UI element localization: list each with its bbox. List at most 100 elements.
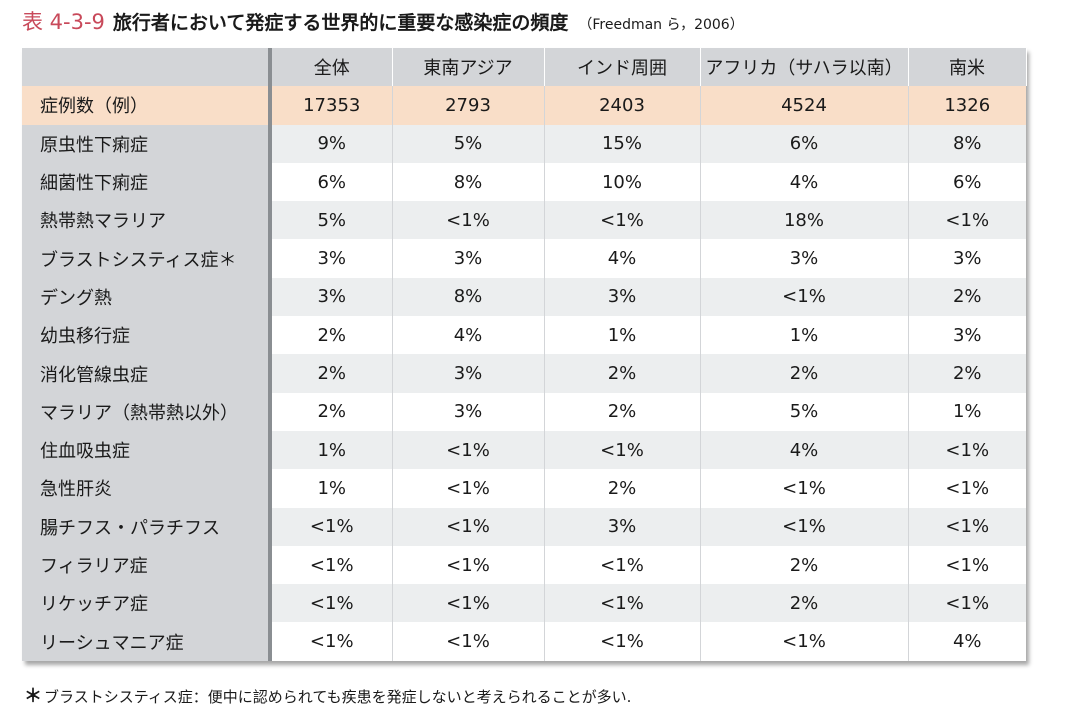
header-corner [22,48,272,87]
table-cell: 3% [908,316,1026,355]
table-cell: 6% [908,162,1026,202]
table-cell: 2% [544,469,701,508]
table-cell: 2793 [392,86,545,125]
table-cell: <1% [544,201,701,240]
row-label: リケッチア症 [22,584,272,623]
row-label: 腸チフス・パラチフス [22,507,272,546]
table-cell: <1% [392,584,545,623]
table-row: 熱帯熱マラリア 5% <1% <1% 18% <1% [22,201,1026,240]
table-cell: 10% [544,162,701,202]
table-cell: 2% [700,545,909,585]
table-row: 腸チフス・パラチフス <1% <1% 3% <1% <1% [22,507,1026,546]
table-cell: <1% [544,545,701,585]
table-cell: 3% [392,392,545,431]
table-cell: 1% [270,430,393,470]
table-cell: 8% [392,277,545,317]
table-heading: 旅行者において発症する世界的に重要な感染症の頻度 [112,12,569,34]
footnote: ＊ブラストシスティス症：便中に認められても疾患を発症しないと考えられることが多い… [24,682,631,708]
table-cell: 4524 [700,86,909,125]
table-cell: 2% [908,354,1026,393]
table-cell: 4% [392,316,545,355]
row-label: 症例数（例） [22,86,272,125]
table-cell: <1% [270,545,393,585]
footnote-mark: ＊ [24,686,42,707]
table-cell: <1% [392,201,545,240]
table-cell: <1% [544,430,701,470]
table-cell: <1% [908,584,1026,623]
table-cell: <1% [908,545,1026,585]
table-cell: <1% [908,201,1026,240]
row-label: 細菌性下痢症 [22,162,272,202]
table-cell: <1% [908,430,1026,470]
table-cell: 2% [908,277,1026,317]
table-cell: 3% [544,277,701,317]
table-row: マラリア（熱帯熱以外） 2% 3% 2% 5% 1% [22,392,1026,431]
table-cell: 2% [270,392,393,431]
table-cell: <1% [392,430,545,470]
cases-row: 症例数（例） 17353 2793 2403 4524 1326 [22,86,1026,125]
table-row: 幼虫移行症 2% 4% 1% 1% 3% [22,316,1026,355]
table-cell: 8% [392,162,545,202]
row-label: 住血吸虫症 [22,430,272,470]
table-cell: 5% [392,124,545,163]
table-cell: <1% [544,622,701,661]
table-cell: 6% [700,124,909,163]
data-table: 全体 東南アジア インド周囲 アフリカ（サハラ以南） 南米 症例数（例） 173… [22,48,1027,661]
table-cell: <1% [270,622,393,661]
column-header: 東南アジア [392,48,545,87]
table-row: 住血吸虫症 1% <1% <1% 4% <1% [22,430,1026,470]
table-cell: <1% [700,507,909,546]
table-cell: 2403 [544,86,701,125]
table-cell: 4% [700,430,909,470]
table-row: ブラストシスティス症＊ 3% 3% 4% 3% 3% [22,239,1026,278]
table-cell: 9% [270,124,393,163]
table-cell: 1% [270,469,393,508]
table-row: 原虫性下痢症 9% 5% 15% 6% 8% [22,124,1026,163]
frequency-table: 全体 東南アジア インド周囲 アフリカ（サハラ以南） 南米 症例数（例） 173… [22,48,1027,661]
table-cell: <1% [392,545,545,585]
column-header: 全体 [270,48,393,87]
table-cell: 2% [544,392,701,431]
table-cell: <1% [908,469,1026,508]
table-cell: <1% [270,507,393,546]
row-label: 急性肝炎 [22,469,272,508]
table-cell: 2% [270,316,393,355]
column-header: インド周囲 [544,48,701,87]
column-header: アフリカ（サハラ以南） [700,48,909,87]
table-row: 細菌性下痢症 6% 8% 10% 4% 6% [22,162,1026,202]
table-cell: 2% [544,354,701,393]
table-cell: 3% [908,239,1026,278]
table-cell: 4% [700,162,909,202]
table-cell: 3% [392,239,545,278]
table-cell: 3% [270,277,393,317]
table-cell: 1% [700,316,909,355]
table-cell: <1% [392,622,545,661]
table-cell: 3% [270,239,393,278]
table-cell: 1% [908,392,1026,431]
table-cell: <1% [700,622,909,661]
table-cell: <1% [392,469,545,508]
footnote-text: ブラストシスティス症：便中に認められても疾患を発症しないと考えられることが多い. [44,688,632,706]
table-title: 表 4-3-9 旅行者において発症する世界的に重要な感染症の頻度 （Freedm… [22,6,744,36]
table-row: 急性肝炎 1% <1% 2% <1% <1% [22,469,1026,508]
table-cell: 2% [700,354,909,393]
row-label: フィラリア症 [22,545,272,585]
table-row: リーシュマニア症 <1% <1% <1% <1% 4% [22,622,1026,661]
table-cell: <1% [908,507,1026,546]
table-cell: 2% [700,584,909,623]
table-cell: 15% [544,124,701,163]
table-row: フィラリア症 <1% <1% <1% 2% <1% [22,545,1026,585]
table-source: （Freedman ら，2006） [578,17,744,33]
row-label: 幼虫移行症 [22,316,272,355]
row-label: ブラストシスティス症＊ [22,239,272,278]
row-label: マラリア（熱帯熱以外） [22,392,272,431]
row-label: 原虫性下痢症 [22,124,272,163]
table-cell: <1% [270,584,393,623]
table-cell: 4% [544,239,701,278]
table-cell: 1326 [908,86,1026,125]
table-cell: 3% [700,239,909,278]
table-cell: 4% [908,622,1026,661]
table-cell: 3% [392,354,545,393]
table-cell: 2% [270,354,393,393]
table-cell: <1% [700,277,909,317]
